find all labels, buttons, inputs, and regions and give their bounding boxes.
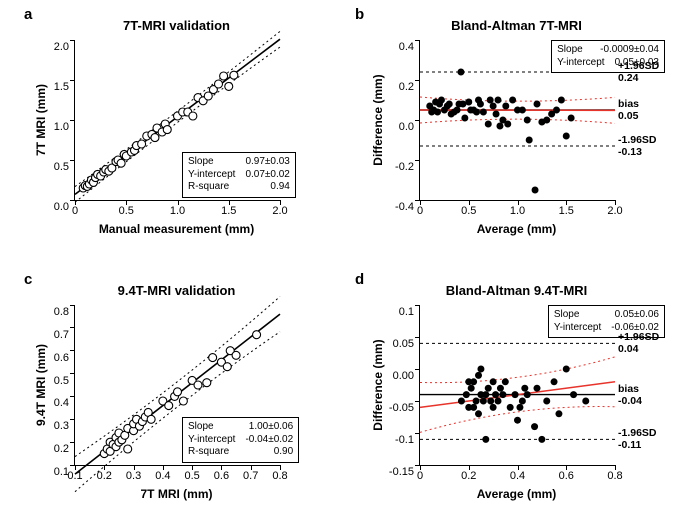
xlabel-d: Average (mm): [419, 487, 614, 501]
ytick: 0.3: [54, 420, 75, 432]
ytick: -0.2: [395, 161, 420, 173]
panel-title-c: 9.4T-MRI validation: [74, 283, 279, 298]
panel-letter-c: c: [24, 271, 32, 288]
ytick: 0.6: [54, 352, 75, 364]
ytick: -0.05: [389, 402, 420, 414]
ylabel-b: Difference (mm): [371, 40, 385, 200]
ylabel-c: 9.4T MRI (mm): [34, 305, 48, 465]
panel-letter-d: d: [355, 271, 364, 288]
xtick: 0.5: [461, 200, 476, 217]
ba-lower-label: -1.96SD-0.13: [618, 134, 657, 158]
ytick: 0.1: [54, 466, 75, 478]
stat-box-c: Slope1.00±0.06Y-intercept-0.04±0.02R-squ…: [182, 417, 299, 463]
ytick: -0.15: [389, 466, 420, 478]
figure: a 7T-MRI validation 00.51.01.52.00.00.51…: [0, 0, 685, 527]
ytick: 2.0: [54, 41, 75, 53]
panel-letter-b: b: [355, 6, 364, 23]
stat-row: R-square0.94: [188, 181, 290, 194]
panel-c: c 9.4T-MRI validation 0.1 0.2 0.3 0.4 0.5 0.6…: [0, 265, 340, 525]
xlabel-a: Manual measurement (mm): [74, 222, 279, 236]
xtick: 0.4: [510, 465, 525, 482]
stat-row: Slope-0.0009±0.04: [557, 44, 659, 57]
xtick: 1.5: [221, 200, 236, 217]
xtick: 0.2: [97, 465, 112, 482]
xtick: 0.2: [461, 465, 476, 482]
ytick: 1.0: [54, 121, 75, 133]
xlabel-b: Average (mm): [419, 222, 614, 236]
xtick: 1.5: [559, 200, 574, 217]
ba-upper-label: +1.96SD0.04: [618, 331, 659, 355]
xtick: 0.8: [272, 465, 287, 482]
ba-upper-label: +1.96SD0.24: [618, 60, 659, 84]
xtick: 0.8: [607, 465, 622, 482]
ytick: 0.2: [399, 81, 420, 93]
stat-box-a: Slope0.97±0.03Y-intercept0.07±0.02R-squa…: [182, 152, 296, 198]
ytick: 0.1: [399, 306, 420, 318]
ba-bias-label: bias0.05: [618, 98, 639, 122]
ytick: 0.4: [54, 397, 75, 409]
xtick: 0.4: [155, 465, 170, 482]
panel-b: b Bland-Altman 7T-MRI 00.51.01.52.0-0.4-…: [345, 0, 685, 260]
ba-bias-label: bias-0.04: [618, 383, 642, 407]
ytick: 0.4: [399, 41, 420, 53]
panel-letter-a: a: [24, 6, 32, 23]
panel-a: a 7T-MRI validation 00.51.01.52.00.00.51…: [0, 0, 340, 260]
panel-title-b: Bland-Altman 7T-MRI: [419, 18, 614, 33]
stat-row: Slope1.00±0.06: [188, 421, 293, 434]
ytick: -0.1: [395, 434, 420, 446]
ytick: 0.5: [54, 161, 75, 173]
ytick: 0.7: [54, 329, 75, 341]
ytick: 0.00: [393, 370, 420, 382]
ytick: 1.5: [54, 81, 75, 93]
xtick: 2.0: [607, 200, 622, 217]
xtick: 1.0: [510, 200, 525, 217]
panel-title-d: Bland-Altman 9.4T-MRI: [419, 283, 614, 298]
panel-d: d Bland-Altman 9.4T-MRI 00.20.40.60.8-0.…: [345, 265, 685, 525]
ylabel-a: 7T MRI (mm): [34, 40, 48, 200]
xtick: 0.6: [214, 465, 229, 482]
ytick: 0.8: [54, 306, 75, 318]
stat-row: Slope0.97±0.03: [188, 156, 290, 169]
ytick: 0.05: [393, 338, 420, 350]
xlabel-c: 7T MRI (mm): [74, 487, 279, 501]
ytick: 0.2: [54, 443, 75, 455]
stat-row: Slope0.05±0.06: [554, 309, 659, 322]
ytick: 0.0: [54, 201, 75, 213]
ba-lower-label: -1.96SD-0.11: [618, 427, 657, 451]
xtick: 0.5: [184, 465, 199, 482]
stat-row: R-square0.90: [188, 446, 293, 459]
ylabel-d: Difference (mm): [371, 305, 385, 465]
panel-title-a: 7T-MRI validation: [74, 18, 279, 33]
stat-row: Y-intercept-0.04±0.02: [188, 434, 293, 447]
xtick: 0.3: [126, 465, 141, 482]
xtick: 1.0: [170, 200, 185, 217]
xtick: 0.5: [119, 200, 134, 217]
stat-row: Y-intercept0.07±0.02: [188, 169, 290, 182]
ytick: -0.4: [395, 201, 420, 213]
xtick: 2.0: [272, 200, 287, 217]
ytick: 0.0: [399, 121, 420, 133]
xtick: 0.6: [559, 465, 574, 482]
ytick: 0.5: [54, 375, 75, 387]
xtick: 0.7: [243, 465, 258, 482]
